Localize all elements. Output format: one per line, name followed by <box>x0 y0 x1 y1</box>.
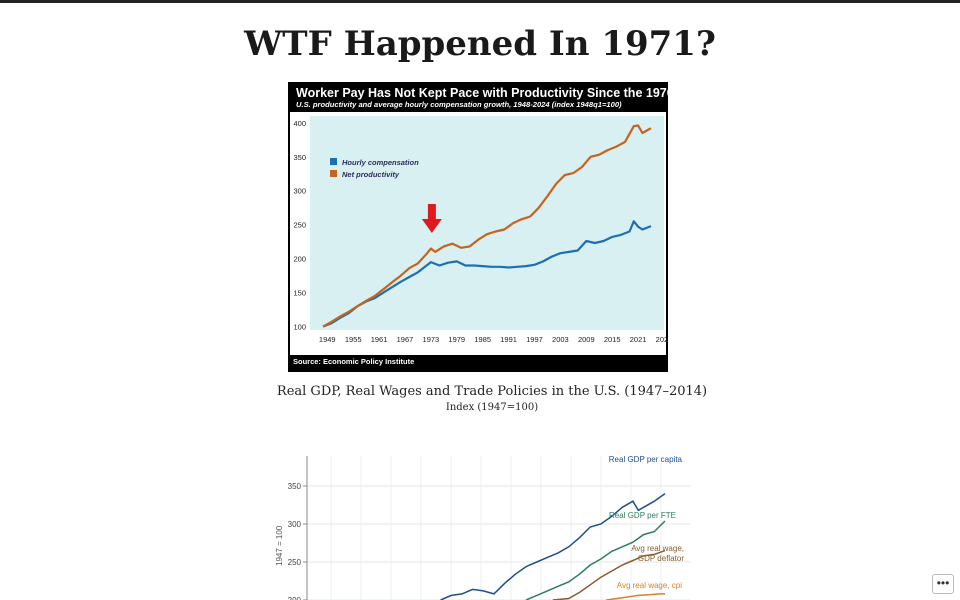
y-axis-label: 1947 = 100 <box>275 525 284 566</box>
top-border <box>0 0 960 3</box>
x-tick-label: 2021 <box>630 335 647 344</box>
chart-subtitle: U.S. productivity and average hourly com… <box>296 100 622 109</box>
x-tick-label: 1949 <box>319 335 336 344</box>
legend-swatch-hourly <box>330 158 337 165</box>
productivity-chart: Worker Pay Has Not Kept Pace with Produc… <box>288 82 681 372</box>
x-tick-label: 1961 <box>371 335 388 344</box>
x-tick-label: 1973 <box>423 335 440 344</box>
x-tick-label: 1991 <box>500 335 517 344</box>
y-tick-label: 300 <box>288 520 302 529</box>
series-label: Avg real wage, <box>631 544 684 553</box>
y-tick-label: 350 <box>293 153 306 162</box>
legend-net-productivity: Net productivity <box>342 170 400 179</box>
x-tick-label: 1979 <box>448 335 465 344</box>
x-tick-label: 1985 <box>474 335 491 344</box>
x-tick-label: 1955 <box>345 335 362 344</box>
x-tick-label: 1967 <box>397 335 414 344</box>
chart-source: Source: Economic Policy Institute <box>293 357 415 366</box>
x-tick-label: 2003 <box>552 335 569 344</box>
chart-title: Worker Pay Has Not Kept Pace with Produc… <box>296 86 681 100</box>
y-tick-label: 150 <box>293 289 306 298</box>
chart2-title: Real GDP, Real Wages and Trade Policies … <box>276 384 708 399</box>
y-tick-label: 250 <box>288 558 302 567</box>
series-label: GDP deflator <box>638 554 684 563</box>
y-tick-label: 250 <box>293 221 306 230</box>
legend-hourly-compensation: Hourly compensation <box>342 158 419 167</box>
series-real-gdp-per-fte <box>525 520 666 600</box>
chart-plot: 100 150 200 250 300 350 400 1949 1955 1961 1967 19… <box>290 112 668 355</box>
y-tick-label: 100 <box>293 323 306 332</box>
more-options-button[interactable]: ••• <box>932 574 954 594</box>
series-net-productivity <box>322 124 652 328</box>
red-down-arrow-icon <box>421 204 442 233</box>
x-tick-label: 1997 <box>526 335 543 344</box>
x-tick-label: 2027 <box>656 335 668 344</box>
y-tick-label: 200 <box>288 596 302 600</box>
x-tick-label: 2009 <box>578 335 595 344</box>
chart-header: Worker Pay Has Not Kept Pace with Produc… <box>288 82 681 112</box>
series-avg-real-wage-gdp-deflator <box>552 549 666 600</box>
series-label: Real GDP per FTE <box>609 511 676 520</box>
legend-swatch-productivity <box>330 170 337 177</box>
y-tick-label: 400 <box>293 119 306 128</box>
series-real-gdp-per-capita <box>440 492 666 600</box>
chart2-subtitle: Index (1947=100) <box>445 402 539 413</box>
series-label: Real GDP per capita <box>609 455 683 464</box>
gdp-wages-chart: 1947 = 100 350 300 250 200 Real GDP per cap… <box>275 455 690 600</box>
page-title: WTF Happened In 1971? <box>244 24 716 64</box>
legend: Hourly compensation Net productivity <box>330 158 419 179</box>
series-label: Avg real wage, cpi <box>617 581 682 590</box>
y-tick-label: 350 <box>288 482 302 491</box>
y-tick-label: 200 <box>293 255 306 264</box>
x-tick-label: 2015 <box>604 335 621 344</box>
y-tick-label: 300 <box>293 187 306 196</box>
series-avg-real-wage-cpi <box>606 593 665 600</box>
series-hourly-compensation <box>322 220 652 328</box>
